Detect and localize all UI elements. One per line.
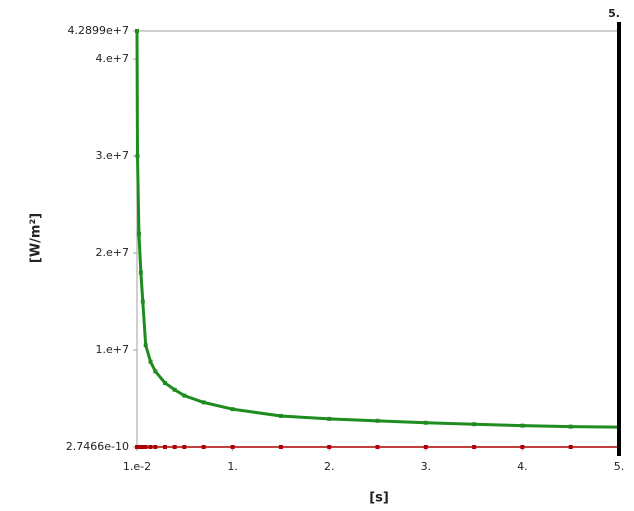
data-point [568, 445, 573, 449]
x-tick-label: 1. [227, 460, 238, 473]
data-point [182, 445, 187, 449]
data-point [327, 445, 332, 449]
data-point [472, 445, 477, 449]
data-point [172, 387, 177, 392]
data-point [201, 400, 206, 405]
data-point [136, 231, 141, 236]
data-point [138, 270, 143, 275]
data-point [163, 380, 168, 385]
data-point [520, 445, 525, 449]
cursor-label: 5. [608, 7, 620, 20]
data-point [148, 359, 153, 364]
data-point [135, 154, 140, 159]
data-point [375, 445, 380, 449]
data-point [423, 445, 428, 449]
data-point [148, 445, 153, 449]
data-point [568, 424, 573, 429]
data-point [375, 418, 380, 423]
y-tick-label: 1.e+7 [96, 343, 129, 356]
data-point [135, 29, 139, 33]
data-point [172, 445, 177, 449]
x-axis-title: [s] [369, 491, 389, 506]
data-point [278, 413, 283, 418]
y-tick-label: 3.e+7 [96, 149, 129, 162]
data-point [472, 422, 477, 427]
data-point [163, 445, 168, 449]
data-point [278, 445, 283, 449]
data-point [153, 445, 158, 449]
data-point [153, 369, 158, 374]
data-point [140, 445, 145, 449]
data-point [143, 445, 148, 449]
data-point [327, 416, 332, 421]
y-tick-label: 4.2899e+7 [68, 24, 129, 37]
x-tick-label: 1.e-2 [123, 460, 151, 473]
data-point [520, 423, 525, 428]
y-tick-label: 2.7466e-10 [66, 440, 129, 453]
x-tick-label: 5. [614, 460, 625, 473]
y-tick-label: 4.e+7 [96, 52, 129, 65]
x-tick-label: 3. [421, 460, 432, 473]
x-tick-label: 4. [517, 460, 528, 473]
y-tick-label: 2.e+7 [96, 246, 129, 259]
data-point [140, 299, 145, 304]
data-point [182, 393, 187, 398]
x-tick-label: 2. [324, 460, 335, 473]
data-point [143, 343, 148, 348]
data-point [230, 407, 235, 412]
data-point [423, 420, 428, 425]
data-point [201, 445, 206, 449]
data-point [230, 445, 235, 449]
y-axis-title: [W/m²] [29, 213, 44, 263]
